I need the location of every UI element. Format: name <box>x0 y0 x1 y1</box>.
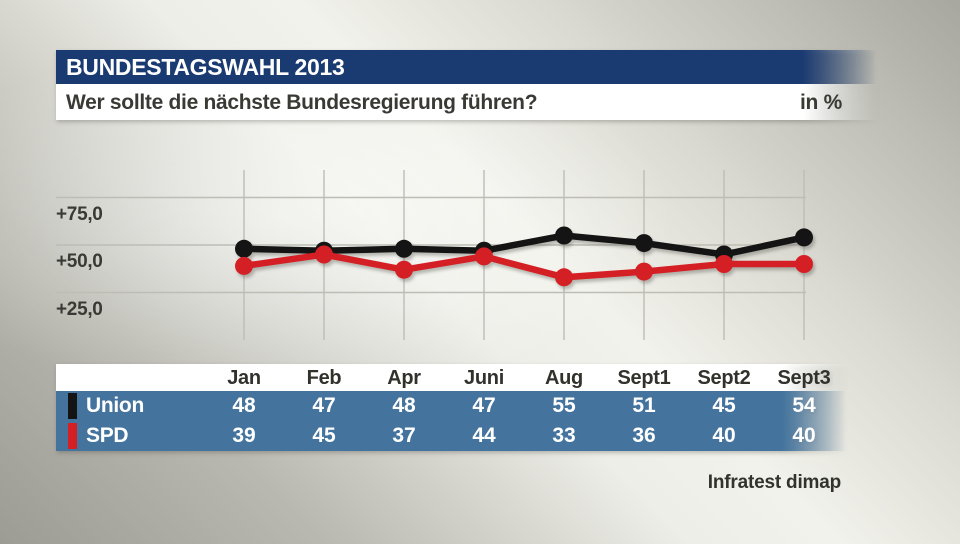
value-cell-union-sept3: 54 <box>792 394 816 417</box>
data-point-spd <box>235 256 253 275</box>
data-point-spd <box>555 268 573 287</box>
data-point-spd <box>715 255 733 273</box>
data-point-union <box>635 234 653 253</box>
column-header-juni: Juni <box>464 367 504 389</box>
value-cell-spd-sept3: 40 <box>792 424 816 447</box>
column-header-sept2: Sept2 <box>697 367 751 389</box>
legend-swatch-spd <box>68 423 77 449</box>
value-cell-union-jan: 48 <box>232 394 256 417</box>
data-point-spd <box>475 247 493 266</box>
value-cell-spd-sept1: 36 <box>632 424 656 447</box>
data-point-spd <box>315 245 333 264</box>
column-header-jan: Jan <box>227 367 261 389</box>
chart-title: Wer sollte die nächste Bundesregierung f… <box>66 91 538 114</box>
legend-swatch-union <box>68 393 77 419</box>
column-header-sept3: Sept3 <box>777 367 831 389</box>
value-cell-union-juni: 47 <box>472 394 496 417</box>
y-tick-label: +25,0 <box>56 298 103 320</box>
value-cell-spd-sept2: 40 <box>712 424 736 447</box>
series-group <box>235 226 813 287</box>
value-cell-spd-aug: 33 <box>552 424 576 447</box>
party-label-union: Union <box>86 394 144 417</box>
data-point-union <box>235 239 253 258</box>
kicker-text: BUNDESTAGSWAHL 2013 <box>66 54 345 80</box>
y-tick-label: +50,0 <box>56 251 103 272</box>
data-point-union <box>395 239 413 258</box>
series-line-union <box>243 232 805 258</box>
value-cell-spd-jan: 39 <box>232 424 256 447</box>
y-tick-label: +75,0 <box>56 203 103 225</box>
data-point-union <box>795 228 813 247</box>
value-cell-spd-juni: 44 <box>472 424 496 447</box>
value-cell-union-sept2: 45 <box>712 394 736 417</box>
column-header-apr: Apr <box>387 367 421 389</box>
data-point-spd <box>795 255 813 273</box>
value-cell-union-aug: 55 <box>552 394 576 417</box>
column-header-sept1: Sept1 <box>617 367 671 389</box>
party-label-spd: SPD <box>86 424 129 447</box>
table-row-union: Union 48 47 48 47 55 51 45 54 <box>56 391 846 421</box>
column-header-aug: Aug <box>545 367 583 389</box>
column-header-feb: Feb <box>306 367 342 389</box>
data-point-spd <box>395 260 413 279</box>
title-bar: Wer sollte die nächste Bundesregierung f… <box>56 84 878 120</box>
source-credit: Infratest dimap <box>707 472 841 493</box>
data-point-union <box>555 226 573 245</box>
value-cell-union-sept1: 51 <box>632 394 656 417</box>
value-cell-spd-feb: 45 <box>312 424 336 447</box>
kicker-bar: BUNDESTAGSWAHL 2013 <box>56 50 876 84</box>
table-row-spd: SPD 39 45 37 44 33 36 40 40 <box>56 421 846 451</box>
value-cell-union-apr: 48 <box>392 394 416 417</box>
data-point-spd <box>635 262 653 281</box>
series-line-spd <box>243 251 804 281</box>
x-axis-header-row: Jan Feb Apr Juni Aug Sept1 Sept2 Sept3 <box>56 364 846 391</box>
value-cell-spd-apr: 37 <box>392 424 416 447</box>
value-cell-union-feb: 47 <box>312 394 336 417</box>
unit-label: in % <box>800 91 842 114</box>
